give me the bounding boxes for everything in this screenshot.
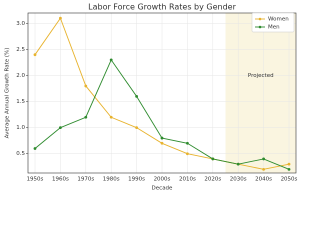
data-point (33, 53, 37, 57)
y-tick-label: 2.0 (16, 73, 25, 79)
data-point (33, 147, 37, 150)
data-point (186, 152, 189, 156)
y-tick-label: 2.5 (16, 47, 25, 53)
legend-label: Men (268, 25, 280, 31)
y-tick-label: 3.0 (16, 21, 25, 27)
data-point (109, 58, 113, 62)
data-point (109, 115, 113, 119)
x-tick-label: 1960s (52, 177, 69, 183)
legend-label: Women (268, 17, 289, 23)
data-point (84, 115, 88, 119)
data-point (236, 162, 240, 166)
chart-title: Labor Force Growth Rates by Gender (88, 3, 236, 12)
y-tick-label: 1.5 (16, 99, 25, 105)
x-tick-label: 1970s (77, 177, 94, 183)
data-point (211, 157, 215, 161)
data-point (160, 136, 164, 140)
y-tick-label: 1.0 (16, 125, 25, 131)
data-point (135, 94, 139, 98)
data-point (59, 126, 62, 130)
x-tick-label: 2030s (230, 177, 247, 183)
data-point (186, 141, 189, 145)
x-tick-label: 2000s (154, 177, 171, 183)
chart: Labor Force Growth Rates by Gender Decad… (4, 2, 298, 192)
y-tick-label: 0.5 (16, 151, 25, 157)
legend-marker (258, 25, 262, 29)
y-axis-label: Average Annual Growth Rate (%) (5, 48, 11, 139)
x-axis-label: Decade (152, 186, 174, 192)
plot-frame (27, 12, 297, 174)
x-tick-label: 1980s (103, 177, 120, 183)
data-point (262, 167, 265, 171)
data-point (287, 162, 291, 166)
data-point (59, 16, 62, 20)
x-tick-label: 1990s (128, 177, 145, 183)
data-point (135, 126, 139, 130)
annotation: Projected (248, 73, 274, 79)
data-point (160, 141, 164, 145)
x-tick-label: 2020s (204, 177, 221, 183)
x-tick-label: 2010s (179, 177, 196, 183)
data-point (287, 167, 291, 171)
x-tick-label: 1950s (27, 177, 44, 183)
data-point (262, 157, 265, 161)
projected-region (225, 13, 296, 173)
data-point (84, 84, 88, 88)
x-tick-label: 2040s (255, 177, 272, 183)
x-tick-label: 2050s (281, 177, 298, 183)
legend-marker (258, 17, 262, 21)
